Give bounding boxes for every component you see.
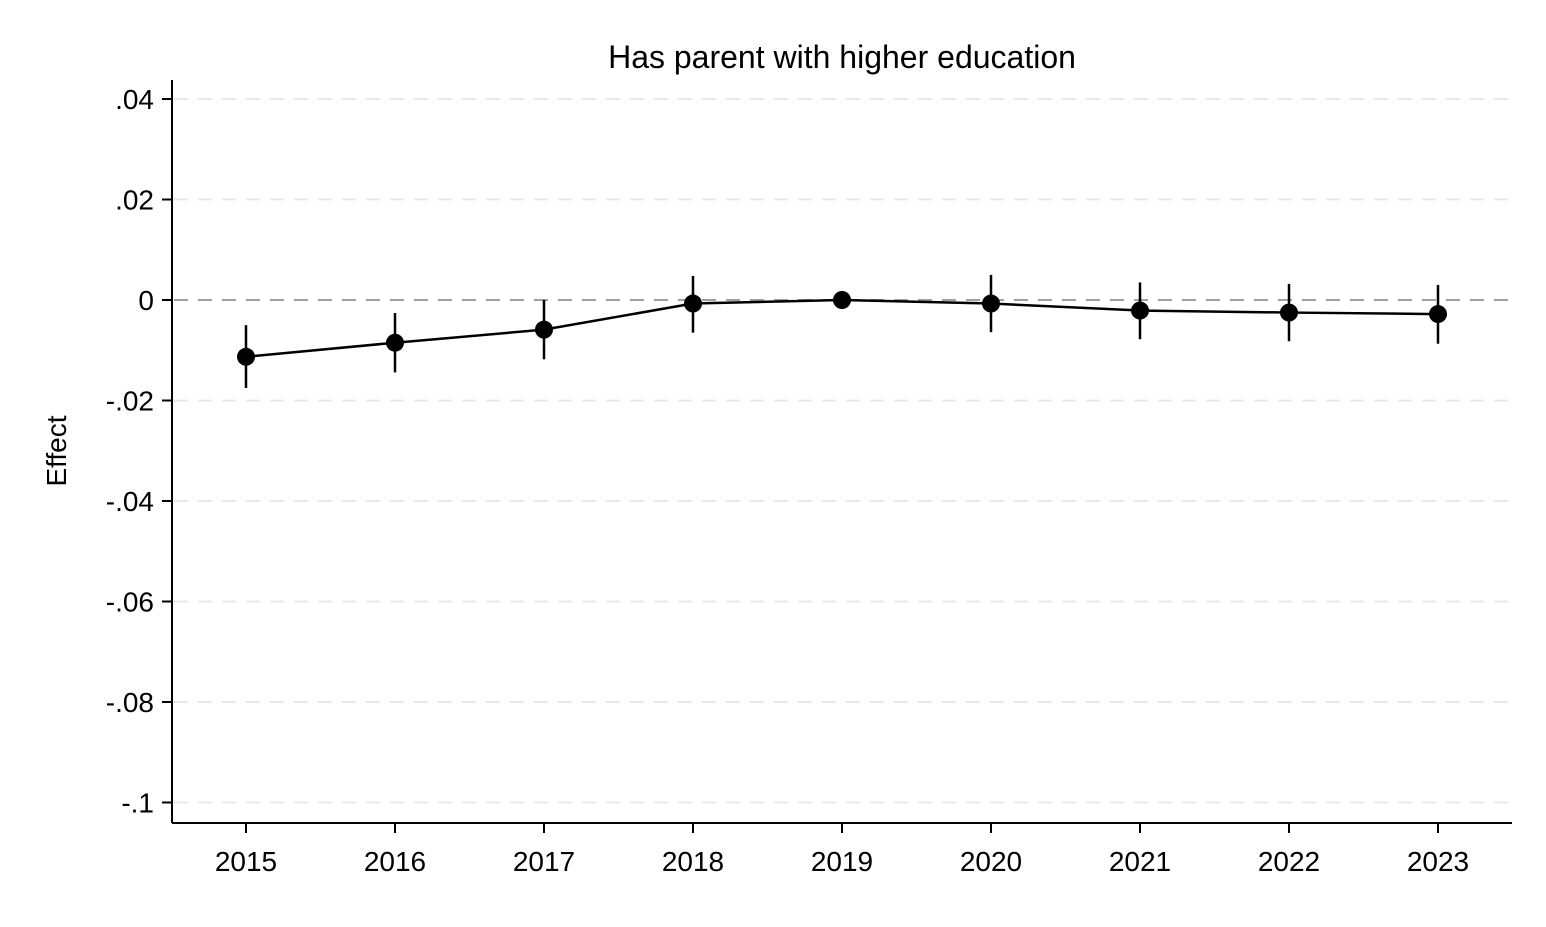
data-point (237, 347, 255, 366)
x-tick-label: 2016 (364, 846, 426, 877)
data-point (1429, 305, 1447, 324)
x-tick-label: 2018 (662, 846, 724, 877)
y-tick-label: 0 (138, 285, 154, 316)
x-tick-label: 2019 (811, 846, 873, 877)
x-tick-label: 2020 (960, 846, 1022, 877)
x-tick-label: 2021 (1109, 846, 1171, 877)
data-point (386, 333, 404, 352)
data-point (833, 291, 851, 309)
x-tick-label: 2017 (513, 846, 575, 877)
y-tick-label: .02 (115, 185, 154, 216)
data-point (535, 320, 553, 339)
data-layer (237, 274, 1447, 388)
x-tick-label: 2023 (1407, 846, 1469, 877)
y-tick-label: -.04 (106, 486, 154, 517)
y-tick-label: -.08 (106, 687, 154, 718)
y-axis-label: Effect (41, 415, 72, 486)
data-point (684, 294, 702, 313)
data-point (1131, 301, 1149, 320)
y-tick-label: -.06 (106, 587, 154, 618)
y-tick-label: -.1 (121, 788, 154, 819)
y-tick-label: .04 (115, 84, 154, 115)
x-tick-label: 2015 (215, 846, 277, 877)
grid-layer (174, 98, 1512, 804)
x-tick-label: 2022 (1258, 846, 1320, 877)
chart-title: Has parent with higher education (608, 39, 1076, 75)
data-point (1280, 303, 1298, 322)
y-tick-label: -.02 (106, 386, 154, 417)
data-point (982, 294, 1000, 313)
axes-layer: .04 .02 0 -.02 -.04 -.06 -.08 -.1 2015 2016 2017 20… (106, 80, 1512, 877)
